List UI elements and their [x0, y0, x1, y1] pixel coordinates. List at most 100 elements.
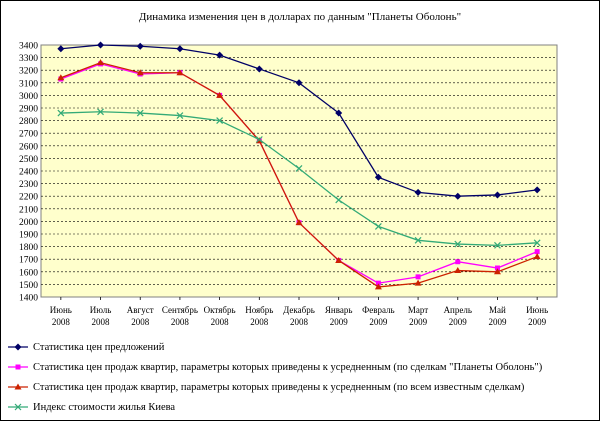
- data-point: [494, 241, 501, 249]
- legend-label-kyiv-index: Индекс стоимости жилья Киева: [33, 402, 176, 413]
- series-2: [57, 59, 541, 290]
- x-tick-label-month: Январь: [325, 305, 353, 315]
- data-point: [374, 283, 382, 290]
- y-tick-label: 3100: [19, 79, 38, 89]
- y-tick-label: 1400: [19, 294, 38, 304]
- x-tick-label-year: 2009: [488, 317, 507, 327]
- x-tick-label-month: Июнь: [526, 305, 548, 315]
- data-point: [375, 280, 381, 286]
- data-point: [97, 108, 104, 116]
- y-tick-label: 2400: [19, 168, 38, 178]
- legend-swatch-offers: [8, 343, 28, 351]
- data-point: [454, 267, 462, 274]
- y-tick-label: 2800: [19, 117, 38, 127]
- x-tick-label-month: Август: [127, 305, 154, 315]
- line-chart: 1400 1500 1600 1700 1800 1900 2000 2100 2200 2300…: [19, 41, 558, 327]
- legend-swatch-kyiv-index: [8, 403, 28, 411]
- data-point: [493, 268, 501, 275]
- legend-label-all-sales: Статистика цен продаж квартир, параметры…: [33, 382, 525, 393]
- legend-marker: [14, 383, 22, 390]
- data-point: [57, 109, 65, 117]
- y-tick-label: 2900: [19, 105, 38, 115]
- data-point: [415, 274, 421, 280]
- data-point: [414, 279, 422, 286]
- x-tick-label-month: Июнь: [50, 305, 72, 315]
- data-point: [255, 65, 263, 73]
- legend-marker: [14, 343, 22, 351]
- x-tick-label-month: Апрель: [444, 305, 472, 315]
- y-tick-label: 2000: [19, 218, 38, 228]
- data-point: [216, 91, 224, 98]
- y-axis: 1400 1500 1600 1700 1800 1900 2000 2100 2200 2300…: [19, 42, 38, 304]
- data-point: [97, 59, 105, 66]
- legend-item-kyiv-index: Индекс стоимости жилья Киева: [7, 399, 597, 419]
- data-point: [414, 236, 422, 244]
- data-point: [136, 69, 144, 76]
- data-point: [295, 219, 303, 226]
- y-tick-label: 1500: [19, 281, 38, 291]
- y-tick-label: 2600: [19, 142, 38, 152]
- legend-item-obolon-sales: Статистика цен продаж квартир, параметры…: [7, 359, 597, 379]
- x-tick-label-year: 2009: [369, 317, 388, 327]
- y-tick-label: 2200: [19, 193, 38, 203]
- x-tick-label-year: 2008: [131, 317, 150, 327]
- legend-label-offers: Статистика цен предложений: [33, 342, 165, 353]
- data-point: [335, 109, 343, 117]
- y-tick-label: 2500: [19, 155, 38, 165]
- series-layer: [57, 41, 541, 290]
- x-tick-label-month: Октябрь: [204, 305, 236, 315]
- y-tick-label: 3300: [19, 54, 38, 64]
- data-point: [255, 136, 263, 143]
- data-point: [57, 74, 65, 81]
- data-point: [176, 45, 184, 53]
- y-tick-label: 3200: [19, 67, 38, 77]
- x-tick-label-year: 2008: [92, 317, 111, 327]
- x-tick-label-year: 2008: [171, 317, 190, 327]
- x-tick-label-year: 2009: [449, 317, 468, 327]
- x-tick-label-year: 2008: [250, 317, 269, 327]
- x-tick-label-month: Март: [408, 305, 428, 315]
- data-point: [216, 117, 224, 125]
- legend-swatch-obolon-sales: [8, 364, 28, 370]
- legend-item-all-sales: Статистика цен продаж квартир, параметры…: [7, 379, 597, 399]
- x-tick-label-month: Февраль: [362, 305, 395, 315]
- y-tick-label: 2300: [19, 180, 38, 190]
- y-tick-label: 2100: [19, 205, 38, 215]
- data-point: [374, 173, 382, 181]
- legend: Статистика цен предложений Статистика це…: [7, 339, 597, 419]
- data-point: [533, 253, 541, 260]
- y-tick-label: 1700: [19, 256, 38, 266]
- legend-label-obolon-sales: Статистика цен продаж квартир, параметры…: [33, 362, 543, 373]
- x-tick-label-month: Сентябрь: [162, 305, 198, 315]
- data-point: [533, 239, 541, 247]
- data-point: [97, 41, 105, 49]
- data-point: [455, 259, 461, 265]
- x-tick-label-month: Июль: [90, 305, 112, 315]
- data-point: [534, 249, 540, 255]
- data-point: [136, 42, 144, 50]
- legend-marker: [14, 403, 22, 411]
- y-tick-label: 3000: [19, 92, 38, 102]
- y-tick-label: 3400: [19, 42, 38, 52]
- x-tick-label-month: Декабрь: [283, 305, 315, 315]
- data-point: [494, 265, 500, 271]
- y-tick-label: 1900: [19, 231, 38, 241]
- x-tick-label-month: Май: [489, 305, 506, 315]
- y-tick-label: 2700: [19, 130, 38, 140]
- data-point: [493, 191, 501, 199]
- legend-marker: [15, 364, 21, 370]
- data-point: [533, 186, 541, 194]
- data-point: [176, 69, 184, 76]
- data-point: [454, 192, 462, 200]
- data-point: [136, 109, 144, 117]
- legend-swatch-all-sales: [8, 383, 28, 390]
- x-tick-label-year: 2008: [52, 317, 71, 327]
- y-tick-label: 1600: [19, 268, 38, 278]
- legend-item-offers: Статистика цен предложений: [7, 339, 597, 359]
- x-tick-label-year: 2009: [528, 317, 547, 327]
- x-tick-label-year: 2009: [330, 317, 349, 327]
- data-point: [57, 45, 65, 53]
- x-tick-label-year: 2008: [290, 317, 309, 327]
- y-tick-label: 1800: [19, 243, 38, 253]
- data-point: [295, 165, 303, 172]
